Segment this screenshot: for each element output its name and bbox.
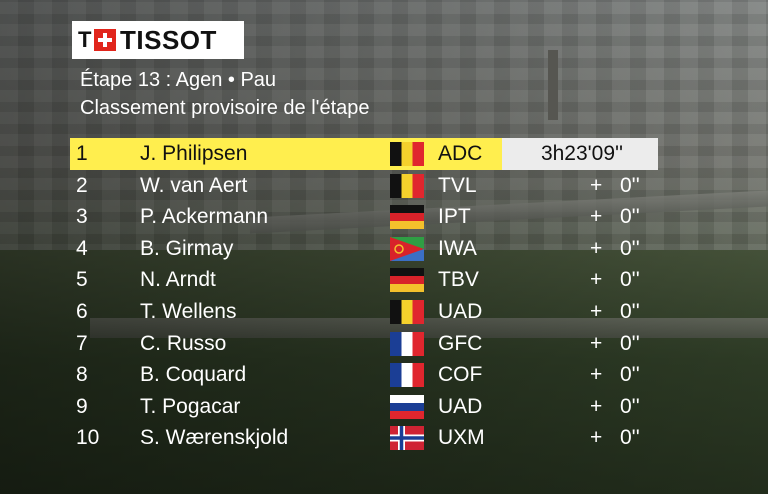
rank: 10 (76, 426, 100, 450)
gap-plus: + (590, 426, 603, 450)
swiss-cross-icon (94, 29, 116, 51)
standings-row: 6 T. Wellens UAD + 0'' (70, 296, 658, 328)
gap-time: 0'' (620, 299, 640, 323)
gap-plus: + (590, 173, 603, 197)
rider-name: B. Girmay (140, 236, 234, 260)
classification-subtitle: Classement provisoire de l'étape (80, 97, 370, 119)
logo-text: TISSOT (120, 25, 217, 55)
germany-flag-icon (390, 205, 424, 230)
rank: 6 (76, 299, 88, 323)
standings-row: 7 C. Russo GFC + 0'' (70, 328, 658, 360)
gap-time: 0'' (620, 205, 640, 229)
rider-name: C. Russo (140, 331, 227, 355)
team-code: TBV (438, 268, 479, 292)
rider-name: N. Arndt (140, 268, 216, 292)
rider-name: S. Wærenskjold (140, 426, 289, 450)
gap-plus: + (590, 299, 603, 323)
standings-row: 4 B. Girmay IWA + 0'' (70, 233, 658, 265)
gap-time: 0'' (620, 236, 640, 260)
gap-time: 0'' (620, 394, 640, 418)
belgium-flag-icon (390, 142, 424, 166)
team-code: COF (438, 363, 483, 387)
rank: 4 (76, 236, 88, 260)
standings-row: 3 P. Ackermann IPT + 0'' (70, 201, 658, 233)
rank: 8 (76, 363, 88, 387)
standings-row: 8 B. Coquard COF + 0'' (70, 359, 658, 391)
gap-time: 0'' (620, 268, 640, 292)
team-code: ADC (438, 142, 483, 165)
rank: 2 (76, 173, 88, 197)
france-flag-icon (390, 331, 424, 356)
gap-time: 0'' (620, 331, 640, 355)
team-code: UAD (438, 299, 483, 323)
rider-name: J. Philipsen (140, 142, 248, 165)
rank: 1 (76, 142, 88, 165)
rank: 5 (76, 268, 88, 292)
gap-plus: + (590, 268, 603, 292)
rank: 9 (76, 394, 88, 418)
team-code: UXM (438, 426, 485, 450)
stage-title: Étape 13 : Agen • Pau (80, 69, 277, 91)
rider-name: B. Coquard (140, 363, 247, 387)
standings-table: 1 J. Philipsen ADC 3h23'09'' 2 W. van Ae… (70, 138, 658, 454)
germany-flag-icon (390, 268, 424, 293)
rank: 3 (76, 205, 88, 229)
standings-row: 9 T. Pogacar UAD + 0'' (70, 391, 658, 423)
gap-plus: + (590, 205, 603, 229)
rider-name: T. Wellens (140, 299, 237, 323)
belgium-flag-icon (390, 173, 424, 198)
slovenia-flag-icon (390, 394, 424, 419)
team-code: TVL (438, 173, 477, 197)
gap-time: 0'' (620, 173, 640, 197)
france-flag-icon (390, 363, 424, 388)
gap-plus: + (590, 331, 603, 355)
finish-time: 3h23'09'' (540, 142, 624, 165)
belgium-flag-icon (390, 299, 424, 324)
team-code: UAD (438, 394, 483, 418)
norway-flag-icon (390, 426, 424, 451)
standings-row: 2 W. van Aert TVL + 0'' (70, 170, 658, 202)
time-box (502, 138, 658, 170)
gap-plus: + (590, 236, 603, 260)
rider-name: P. Ackermann (140, 205, 269, 229)
gap-time: 0'' (620, 363, 640, 387)
team-code: IWA (438, 236, 477, 260)
gap-plus: + (590, 363, 603, 387)
sponsor-logo: T TISSOT (72, 21, 244, 59)
standings-row: 10 S. Wærenskjold UXM + 0'' (70, 422, 658, 454)
team-code: IPT (438, 205, 471, 229)
rider-name: T. Pogacar (140, 394, 241, 418)
team-code: GFC (438, 331, 483, 355)
gap-plus: + (590, 394, 603, 418)
rider-name: W. van Aert (140, 173, 248, 197)
gap-time: 0'' (620, 426, 640, 450)
standings-row: 1 J. Philipsen ADC 3h23'09'' (70, 138, 658, 170)
eritrea-flag-icon (390, 236, 424, 261)
standings-row: 5 N. Arndt TBV + 0'' (70, 264, 658, 296)
rank: 7 (76, 331, 88, 355)
